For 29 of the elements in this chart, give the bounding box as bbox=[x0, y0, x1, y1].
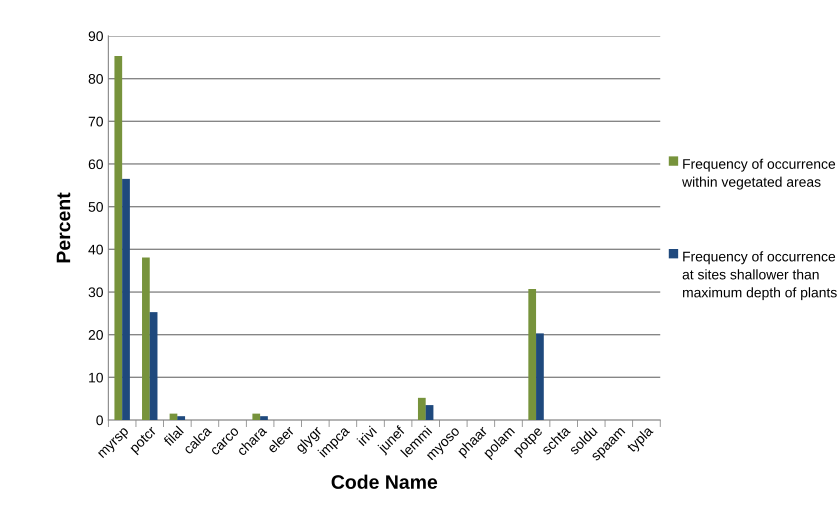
y-tick-label: 20 bbox=[88, 330, 103, 340]
x-tick-label: irivi bbox=[356, 426, 377, 446]
y-tick-label: 10 bbox=[89, 372, 103, 383]
bar bbox=[142, 257, 150, 420]
y-tick-label: 90 bbox=[88, 31, 103, 42]
y-tick-label: 40 bbox=[88, 244, 103, 255]
y-tick-label: 0 bbox=[96, 415, 103, 426]
bar bbox=[150, 312, 158, 420]
y-tick-label: 70 bbox=[88, 116, 103, 126]
bar bbox=[426, 405, 434, 420]
y-tick-label: 80 bbox=[88, 74, 103, 84]
legend-label: Frequency of occurrence at sites shallower than maximum depth of plants bbox=[682, 251, 837, 300]
bar bbox=[114, 56, 122, 420]
bar bbox=[260, 416, 268, 420]
bar bbox=[252, 414, 260, 420]
x-tick-label: typla bbox=[626, 424, 656, 455]
x-axis-title: Code Name bbox=[332, 474, 438, 489]
x-tick-label: filal bbox=[162, 426, 184, 447]
y-tick-label: 60 bbox=[88, 159, 103, 170]
bar bbox=[536, 333, 544, 420]
bar bbox=[528, 289, 536, 420]
y-tick-label: 30 bbox=[88, 287, 103, 298]
bar bbox=[122, 178, 130, 420]
y-axis-title: Percent bbox=[56, 192, 70, 262]
bar bbox=[170, 414, 178, 420]
bar bbox=[177, 416, 186, 420]
legend-label: Frequency of occurrence within vegetated areas bbox=[682, 158, 836, 190]
y-tick-label: 50 bbox=[88, 202, 103, 212]
bar bbox=[418, 398, 426, 420]
